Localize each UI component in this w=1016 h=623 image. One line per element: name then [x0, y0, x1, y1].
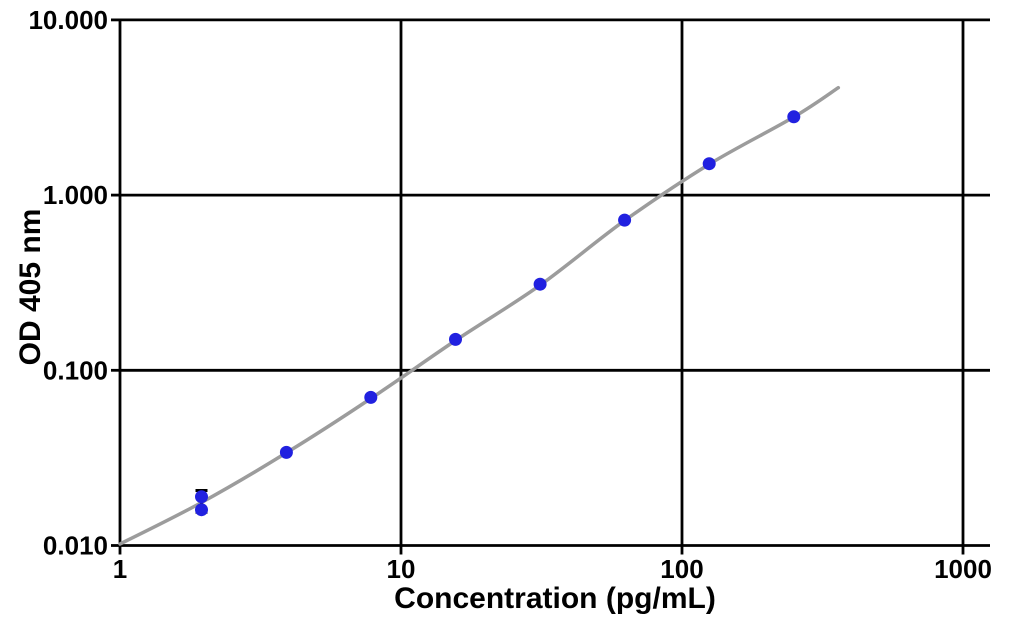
data-point [449, 332, 462, 346]
x-tick-label: 10 [387, 554, 416, 584]
y-tick-label: 0.100 [43, 355, 108, 385]
data-point [364, 390, 378, 404]
data-point [279, 445, 293, 459]
data-point [195, 490, 208, 504]
x-axis-title: Concentration (pg/mL) [394, 582, 716, 615]
y-tick-label: 10.000 [28, 5, 108, 35]
x-tick-label: 100 [660, 554, 703, 584]
label-layer: 0.010 0.100 1.000 10.000 1 10 100 1000 [28, 5, 991, 584]
data-point [787, 110, 801, 124]
fit-curve-line [118, 85, 841, 546]
y-tick-label: 1.000 [43, 180, 108, 210]
x-tick-label: 1 [113, 554, 127, 584]
curve-layer [118, 85, 841, 546]
data-point [618, 213, 632, 227]
y-tick-label: 0.010 [43, 531, 108, 561]
data-point [195, 503, 208, 517]
data-point [533, 277, 547, 291]
data-point [702, 157, 716, 171]
point-layer [195, 110, 801, 517]
grid-layer [111, 18, 990, 555]
y-axis-title: OD 405 nm [14, 209, 47, 366]
x-tick-label: 1000 [934, 554, 992, 584]
